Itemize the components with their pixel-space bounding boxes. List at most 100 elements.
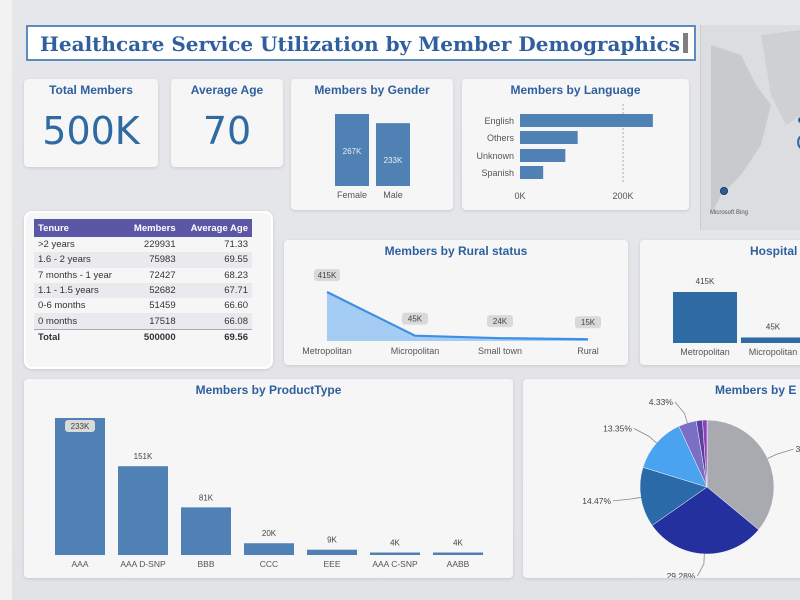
rural-category-label: Micropolitan xyxy=(391,346,440,356)
pie-chart-card[interactable]: Members by E 36. 29.28% 14.47% 13.35% 4.33% xyxy=(523,379,800,578)
pie-slice xyxy=(639,466,708,526)
average-age-cell: 66.60 xyxy=(224,300,248,312)
rural-label-bg xyxy=(487,315,513,328)
gender-data-label: 267K xyxy=(343,147,362,156)
rural-label-bg xyxy=(575,316,601,329)
members-cell: 229931 xyxy=(143,239,176,251)
product-data-label: 151K xyxy=(134,452,153,461)
report-title: Healthcare Service Utilization by Member… xyxy=(40,32,680,56)
table-row[interactable]: 1.6 - 2 years 75983 69.55 xyxy=(34,252,252,268)
rural-category-label: Rural xyxy=(577,346,599,356)
average-age-col-header[interactable]: Average Age xyxy=(179,219,252,237)
product-bar xyxy=(55,418,105,555)
product-chart-title: Members by ProductType xyxy=(195,383,342,397)
product-bar xyxy=(181,507,231,555)
map-landmass-2 xyxy=(761,30,800,125)
table-total-row: Total 500000 69.56 xyxy=(34,328,252,346)
pie-slice xyxy=(651,486,759,555)
rural-line xyxy=(326,291,589,341)
table-row[interactable]: 1.1 - 1.5 years 52682 67.71 xyxy=(34,282,252,299)
hospital-data-label: 415K xyxy=(696,277,715,286)
kpi-average-age-value: 70 xyxy=(202,109,252,153)
tenure-col-header[interactable]: Tenure xyxy=(34,219,125,237)
hospital-bar xyxy=(673,292,737,343)
language-bar xyxy=(520,149,566,162)
pie-chart-svg: 36. 29.28% 14.47% 13.35% 4.33% xyxy=(582,397,800,578)
map-point[interactable] xyxy=(720,187,728,195)
language-chart-title: Members by Language xyxy=(510,83,641,97)
gender-bar xyxy=(335,114,369,186)
product-data-label: 233K xyxy=(71,422,90,431)
hospital-bar xyxy=(741,337,800,343)
language-x-tick: 0K xyxy=(514,191,525,201)
rural-chart-card[interactable]: Members by Rural status 415K Metropolitan… xyxy=(284,240,628,365)
kpi-total-members-label: Total Members xyxy=(49,83,133,97)
rural-data-label: 15K xyxy=(581,318,596,327)
gender-chart-title: Members by Gender xyxy=(314,83,430,97)
product-category-label: CCC xyxy=(260,559,278,569)
report-title-box: Healthcare Service Utilization by Member… xyxy=(26,25,696,61)
rural-area xyxy=(327,292,588,341)
table-row[interactable]: >2 years 229931 71.33 xyxy=(34,237,252,252)
language-bar xyxy=(520,131,578,144)
product-chart-svg: 233K AAA 151K AAA D-SNP 81K BBB 20K CCC 9K EEE 4K A… xyxy=(55,418,483,569)
product-category-label: BBB xyxy=(197,559,214,569)
language-category-label: Spanish xyxy=(481,168,514,178)
product-category-label: AAA C-SNP xyxy=(372,559,418,569)
members-cell: 51459 xyxy=(149,300,176,312)
hospital-data-label: 45K xyxy=(766,322,781,331)
pie-leader-line xyxy=(613,497,641,502)
language-category-label: Unknown xyxy=(476,151,514,161)
product-category-label: AABB xyxy=(447,559,470,569)
rural-chart-title: Members by Rural status xyxy=(384,244,528,258)
tenure-table-header: Tenure Members Average Age xyxy=(34,219,252,237)
tenure-table[interactable]: Tenure Members Average Age >2 years 22993… xyxy=(34,219,252,346)
rural-chart-svg: 415K Metropolitan 45K Micropolitan 24K Small … xyxy=(302,269,601,356)
tenure-cell: 0-6 months xyxy=(38,300,86,312)
product-category-label: EEE xyxy=(323,559,340,569)
product-bar xyxy=(118,466,168,555)
total-average-age: 69.56 xyxy=(179,328,252,346)
kpi-total-members-value: 500K xyxy=(42,109,140,153)
table-row[interactable]: 7 months - 1 year 72427 68.23 xyxy=(34,268,252,283)
hospital-chart-card[interactable]: Hospital 415K Metropolitan 45K Micropolitan xyxy=(640,240,800,365)
map-shapes: C xyxy=(711,30,800,215)
product-data-label: 9K xyxy=(327,536,337,545)
average-age-cell: 66.08 xyxy=(179,313,252,330)
table-row[interactable]: 0 months 17518 66.08 xyxy=(34,313,252,330)
tenure-cell: >2 years xyxy=(38,239,75,251)
tenure-cell: 7 months - 1 year xyxy=(38,269,112,281)
product-bar xyxy=(370,552,420,555)
rural-label-bg xyxy=(314,269,340,281)
hospital-chart-svg: 415K Metropolitan 45K Micropolitan xyxy=(673,277,800,357)
gender-category-label: Male xyxy=(383,190,403,200)
product-bar xyxy=(244,543,294,555)
pie-leader-line xyxy=(674,401,688,424)
product-bar xyxy=(433,552,483,555)
hospital-category-label: Metropolitan xyxy=(680,347,730,357)
members-col-header[interactable]: Members xyxy=(124,219,180,237)
total-members: 500000 xyxy=(124,328,180,346)
table-row[interactable]: 0-6 months 51459 66.60 xyxy=(34,298,252,313)
average-age-cell: 71.33 xyxy=(224,239,248,251)
map-visual[interactable]: C xyxy=(700,25,800,230)
kpi-average-age-card[interactable]: Average Age 70 xyxy=(171,79,283,167)
language-category-label: English xyxy=(484,116,514,126)
rural-data-label: 415K xyxy=(318,271,337,280)
product-chart-card[interactable]: Members by ProductType 233K AAA 151K AAA D-… xyxy=(24,379,513,578)
pie-slice xyxy=(702,419,708,488)
language-bar xyxy=(520,166,544,179)
pie-chart-title: Members by E xyxy=(715,383,797,397)
pie-data-label: 29.28% xyxy=(667,571,696,578)
average-age-cell: 67.71 xyxy=(179,282,252,299)
product-data-label: 4K xyxy=(390,539,400,548)
left-margin xyxy=(0,0,12,600)
language-chart-card[interactable]: Members by Language English Others Unknown… xyxy=(462,79,689,210)
kpi-total-members-card[interactable]: Total Members 500K xyxy=(24,79,158,167)
gender-category-label: Female xyxy=(337,190,367,200)
map-landmass xyxy=(711,45,771,215)
tenure-cell: 0 months xyxy=(34,313,125,330)
pie-leader-line xyxy=(697,553,705,577)
gender-chart-card[interactable]: Members by Gender 267K Female 233K Male xyxy=(291,79,453,210)
gender-data-label: 233K xyxy=(384,156,403,165)
